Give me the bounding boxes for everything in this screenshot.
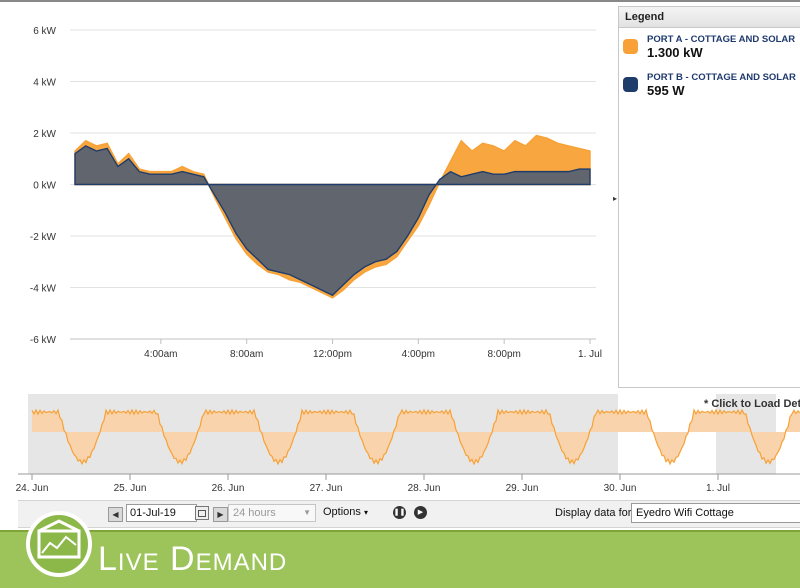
pause-icon[interactable]: ❚❚ bbox=[393, 506, 406, 519]
y-tick-label: -6 kW bbox=[30, 335, 57, 346]
y-tick-label: -4 kW bbox=[30, 284, 57, 295]
legend-panel: Legend PORT A - COTTAGE AND SOLAR 1.300 … bbox=[618, 6, 800, 388]
options-label: Options bbox=[323, 506, 361, 518]
prev-day-button[interactable]: ◀ bbox=[108, 507, 123, 522]
navigator-tick-label: 28. Jun bbox=[408, 483, 441, 494]
options-button[interactable]: Options ▾ bbox=[323, 506, 368, 518]
legend-name-port-a: PORT A - COTTAGE AND SOLAR bbox=[647, 34, 796, 45]
x-tick-label: 4:00am bbox=[144, 349, 177, 360]
y-tick-label: 2 kW bbox=[33, 129, 56, 140]
top-border bbox=[0, 0, 800, 2]
main-demand-chart[interactable]: 6 kW 4 kW 2 kW 0 kW -2 kW -4 kW -6 kW 4:00am 8:… bbox=[0, 2, 612, 367]
x-tick-label: 1. Jul bbox=[578, 349, 602, 360]
x-tick-label: 8:00pm bbox=[487, 349, 520, 360]
display-data-select[interactable]: Eyedro Wifi Cottage bbox=[631, 503, 800, 523]
click-to-load-note[interactable]: * Click to Load Deta bbox=[704, 398, 800, 410]
navigator-chart[interactable]: 24. Jun 25. Jun 26. Jun 27. Jun 28. Jun 29. J… bbox=[0, 392, 800, 500]
navigator-area bbox=[32, 410, 800, 464]
x-tick-label: 8:00am bbox=[230, 349, 263, 360]
date-input[interactable]: 01-Jul-19 bbox=[126, 504, 197, 522]
navigator-tick-label: 30. Jun bbox=[604, 483, 637, 494]
caret-down-icon: ▾ bbox=[363, 508, 368, 517]
navigator-tick-label: 1. Jul bbox=[706, 483, 730, 494]
legend-value-port-a: 1.300 kW bbox=[647, 45, 703, 60]
legend-item-port-a[interactable]: PORT A - COTTAGE AND SOLAR 1.300 kW bbox=[619, 32, 800, 66]
chevron-down-icon: ▼ bbox=[303, 508, 311, 517]
y-tick-label: -2 kW bbox=[30, 232, 57, 243]
banner-title: Live Demand bbox=[98, 540, 288, 578]
navigator-tick-label: 27. Jun bbox=[310, 483, 343, 494]
legend-swatch-port-a bbox=[623, 39, 638, 54]
navigator-line bbox=[31, 408, 800, 466]
series-area-port-b[interactable] bbox=[74, 145, 591, 297]
navigator-tick-label: 29. Jun bbox=[506, 483, 539, 494]
y-tick-label: 0 kW bbox=[33, 181, 56, 192]
next-day-button[interactable]: ▶ bbox=[213, 507, 228, 522]
legend-title: Legend bbox=[619, 7, 800, 28]
navigator-tick-label: 24. Jun bbox=[16, 483, 49, 494]
x-tick-label: 4:00pm bbox=[402, 349, 435, 360]
legend-swatch-port-b bbox=[623, 77, 638, 92]
navigator-tick-label: 26. Jun bbox=[212, 483, 245, 494]
legend-collapse-icon[interactable]: ▸ bbox=[613, 194, 618, 203]
display-data-label: Display data for: bbox=[555, 507, 635, 519]
legend-item-port-b[interactable]: PORT B - COTTAGE AND SOLAR 595 W bbox=[619, 70, 800, 104]
legend-name-port-b: PORT B - COTTAGE AND SOLAR bbox=[647, 72, 796, 83]
navigator-tick-label: 25. Jun bbox=[114, 483, 147, 494]
y-tick-label: 6 kW bbox=[33, 26, 56, 37]
live-demand-banner bbox=[0, 530, 800, 588]
legend-value-port-b: 595 W bbox=[647, 83, 685, 98]
calendar-icon[interactable] bbox=[195, 506, 209, 520]
play-icon[interactable]: ▶ bbox=[414, 506, 427, 519]
range-select-value: 24 hours bbox=[233, 507, 276, 519]
chart-logo-icon bbox=[26, 511, 92, 577]
x-tick-label: 12:00pm bbox=[313, 349, 352, 360]
range-select[interactable]: 24 hours ▼ bbox=[228, 504, 316, 522]
y-tick-label: 4 kW bbox=[33, 78, 56, 89]
toolbar: ◀ 01-Jul-19 ▶ 24 hours ▼ Options ▾ ❚❚ ▶ D… bbox=[18, 500, 800, 528]
